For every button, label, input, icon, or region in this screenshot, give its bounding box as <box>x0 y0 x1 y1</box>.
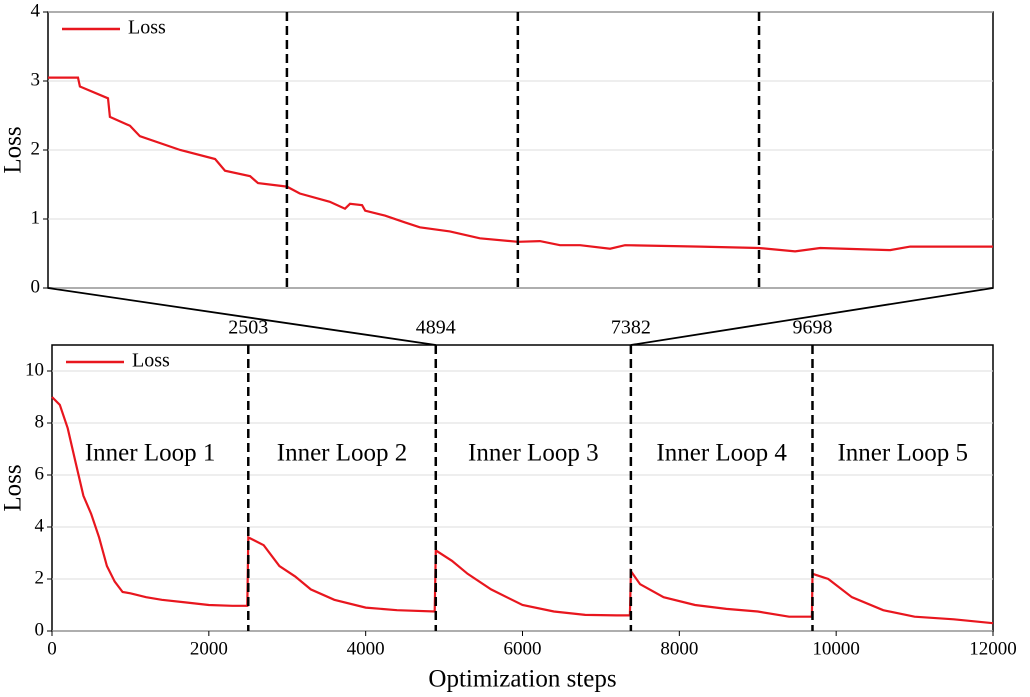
boundary-label: 4894 <box>416 317 456 339</box>
loss-line <box>51 396 994 625</box>
zoom-connector <box>630 287 994 346</box>
loop-annotation: Inner Loop 2 <box>277 440 408 467</box>
loop-annotation: Inner Loop 3 <box>468 440 599 467</box>
x-tick-label: 2000 <box>190 638 228 659</box>
x-tick-label: 8000 <box>660 638 698 659</box>
legend-label: Loss <box>128 17 166 39</box>
y-tick-label: 4 <box>31 0 41 21</box>
loop-annotation: Inner Loop 4 <box>656 440 787 467</box>
y-axis-label: Loss <box>0 126 27 173</box>
y-tick-label: 2 <box>35 567 45 588</box>
x-tick-label: 6000 <box>504 638 542 659</box>
y-tick-label: 8 <box>35 411 45 432</box>
y-tick-label: 6 <box>35 463 45 484</box>
x-tick-label: 12000 <box>969 638 1017 659</box>
zoom-connector <box>47 287 436 346</box>
x-tick-label: 10000 <box>812 638 860 659</box>
boundary-label: 2503 <box>228 317 268 339</box>
y-tick-label: 1 <box>31 207 41 228</box>
legend-label: Loss <box>132 350 170 372</box>
y-tick-label: 10 <box>25 359 44 380</box>
y-tick-label: 0 <box>31 276 41 297</box>
boundary-label: 7382 <box>611 317 651 339</box>
loop-annotation: Inner Loop 1 <box>85 440 216 467</box>
y-tick-label: 4 <box>35 515 45 536</box>
y-tick-label: 3 <box>31 69 41 90</box>
boundary-label: 9698 <box>792 317 832 339</box>
plot-frame <box>51 344 994 632</box>
loss-line <box>48 76 993 253</box>
y-tick-label: 2 <box>31 138 41 159</box>
y-axis-label: Loss <box>0 464 27 511</box>
x-tick-label: 4000 <box>347 638 385 659</box>
y-tick-label: 0 <box>35 619 45 640</box>
loop-annotation: Inner Loop 5 <box>837 440 968 467</box>
x-axis-label: Optimization steps <box>428 666 616 693</box>
x-tick-label: 0 <box>47 638 57 659</box>
